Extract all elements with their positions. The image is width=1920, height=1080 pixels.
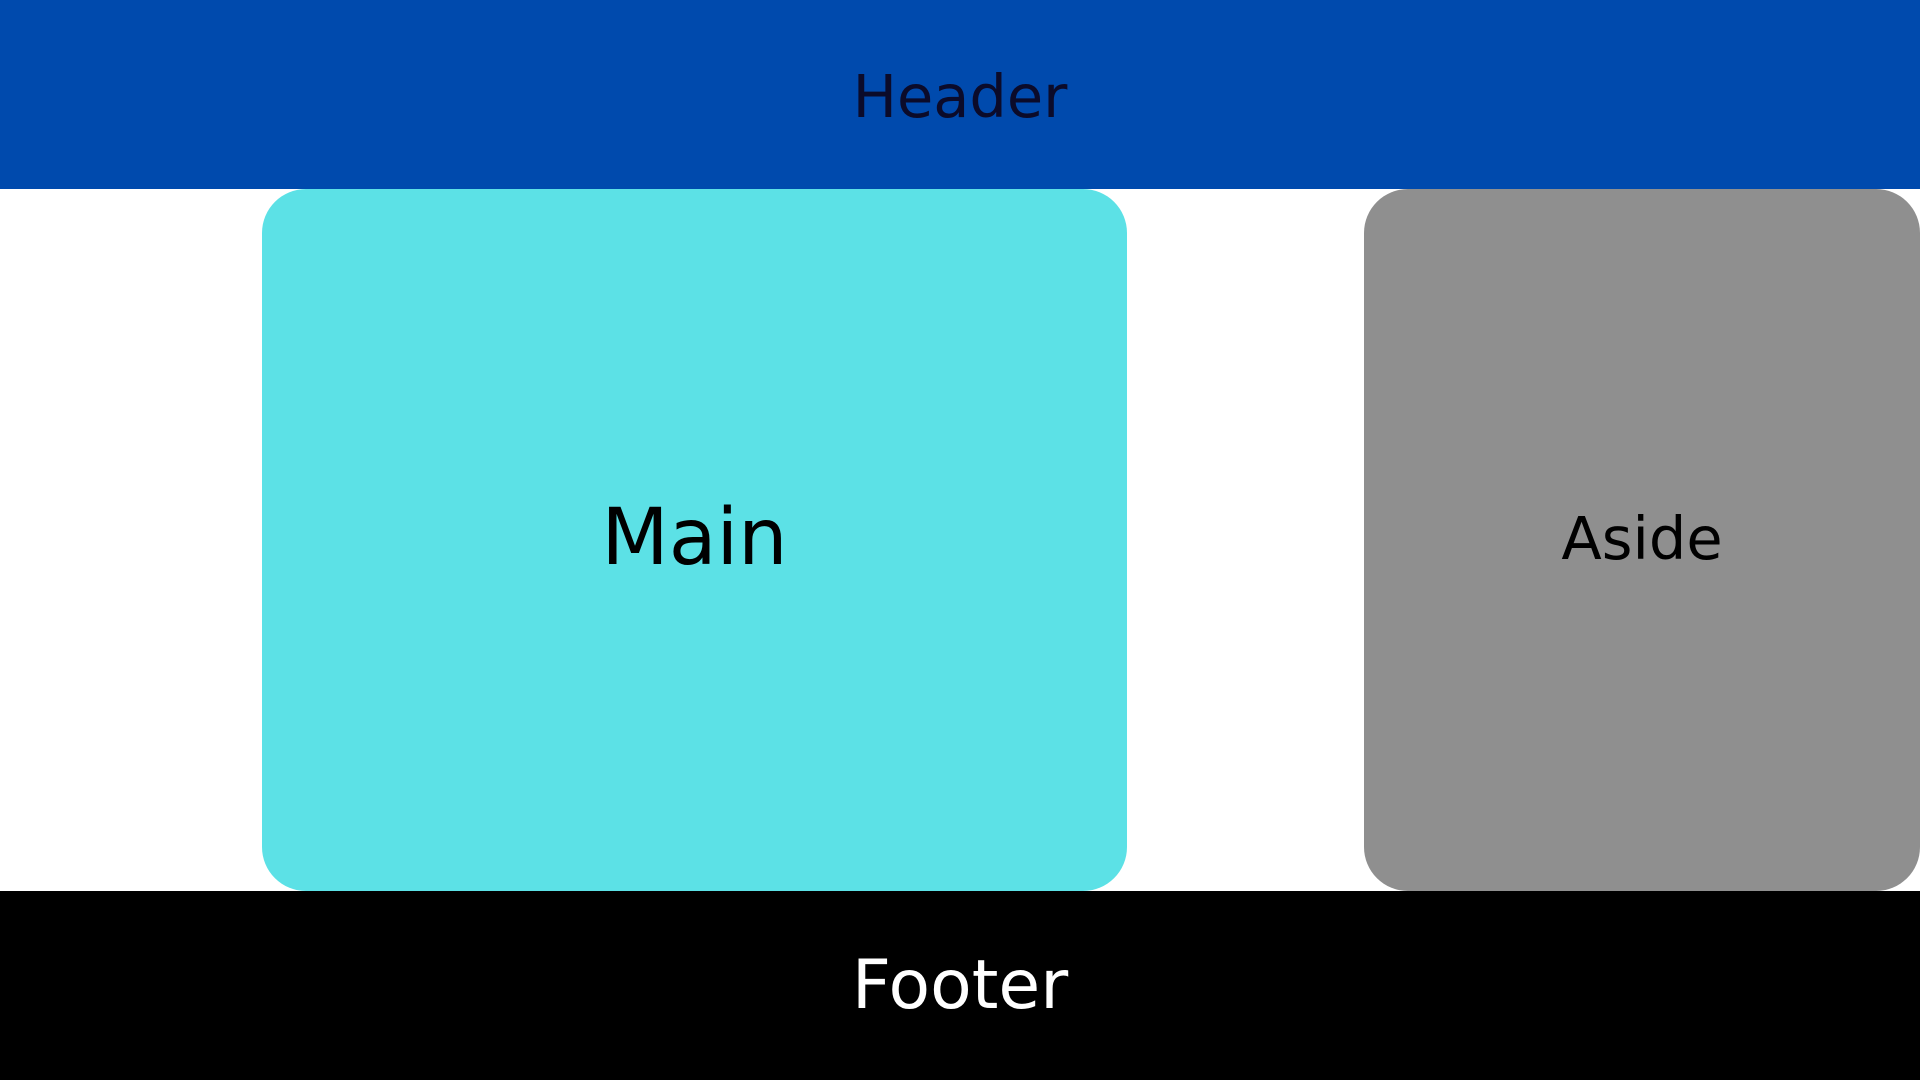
main-panel: Main [262,189,1127,891]
main-label: Main [601,493,788,583]
footer-region: Footer [0,891,1920,1080]
aside-label: Aside [1561,503,1723,573]
footer-label: Footer [851,945,1069,1025]
header-label: Header [852,62,1068,131]
header-region: Header [0,0,1920,189]
aside-panel: Aside [1364,189,1920,891]
